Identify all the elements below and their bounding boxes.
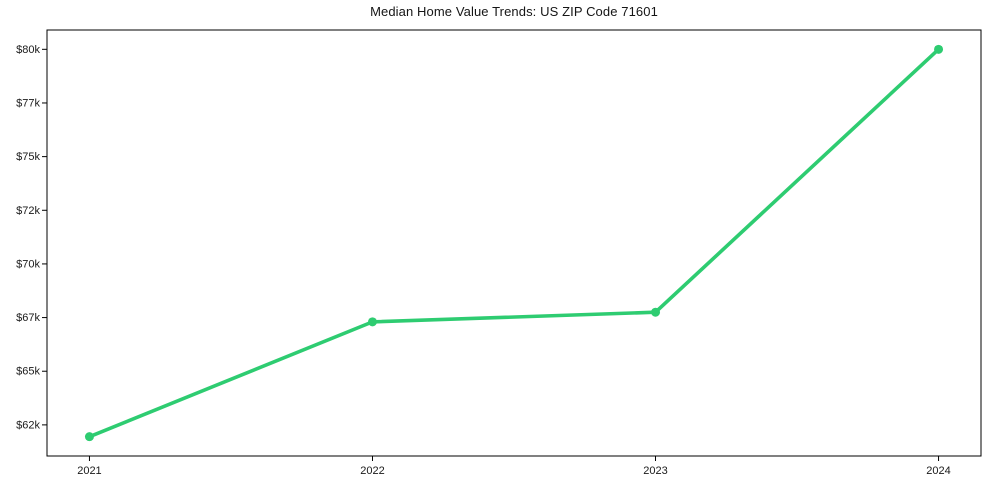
y-tick-label: $65k [16,366,40,378]
data-point-2023 [651,307,661,317]
y-tick-label: $67k [16,312,40,324]
chart-title: Median Home Value Trends: US ZIP Code 71… [370,4,658,19]
data-point-2024 [934,44,944,54]
x-tick-label: 2021 [77,465,101,477]
y-tick-label: $77k [16,97,40,109]
y-tick-label: $62k [16,419,40,431]
trend-line [87,47,941,439]
data-point-2022 [367,317,377,327]
x-tick-label: 2022 [360,465,384,477]
plot-border [46,29,982,457]
x-tick-label: 2024 [926,465,950,477]
x-tick-label: 2023 [643,465,667,477]
y-tick-label: $70k [16,258,40,270]
y-tick-label: $72k [16,205,40,217]
y-tick-label: $75k [16,151,40,163]
data-point-2021 [84,432,94,442]
y-tick-label: $80k [16,44,40,56]
